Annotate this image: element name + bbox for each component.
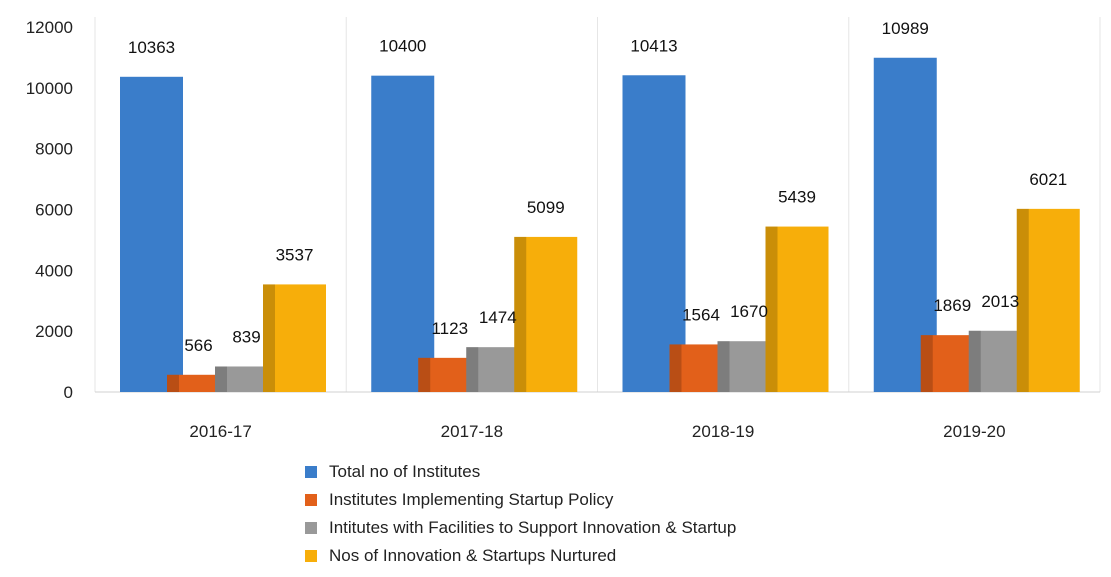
category-label: 2018-19 [692,422,754,441]
bar-shade [669,344,682,392]
legend-label: Nos of Innovation & Startups Nurtured [329,546,617,565]
category-label: 2017-18 [441,422,503,441]
y-tick-label: 10000 [26,79,73,98]
legend-label: Institutes Implementing Startup Policy [329,490,614,509]
data-label: 1474 [479,308,517,327]
bar-shade [765,226,778,392]
data-label: 10400 [379,37,426,56]
category-label: 2019-20 [943,422,1005,441]
legend-item: Total no of Institutes [305,458,736,486]
data-label: 566 [184,336,212,355]
data-label: 5099 [527,198,565,217]
y-tick-label: 12000 [26,18,73,37]
bar-shade [263,284,275,392]
y-tick-label: 8000 [35,140,73,159]
bar-4 [263,284,326,392]
y-tick-label: 4000 [35,261,73,280]
data-label: 5439 [778,188,816,207]
legend-item: Institutes Implementing Startup Policy [305,486,736,514]
legend-item: Nos of Innovation & Startups Nurtured [305,542,736,570]
legend-swatch [305,522,317,534]
chart-legend: Total no of Institutes Institutes Impleme… [305,458,736,570]
bar-shade [466,347,479,392]
legend-swatch [305,466,317,478]
bar-4 [514,236,578,392]
bar-2 [167,374,230,392]
bar-shade [717,341,730,392]
y-tick-label: 6000 [35,201,73,220]
bar-1 [622,75,686,393]
data-label: 1564 [682,305,720,324]
data-label: 2013 [981,292,1019,311]
y-tick-label: 2000 [35,322,73,341]
bar-shade [167,374,179,392]
bar-4 [765,226,829,392]
data-label: 1123 [431,319,468,338]
bar-shade [920,335,933,392]
legend-label: Total no of Institutes [329,462,481,481]
bar-chart: 0 2000 4000 6000 8000 10000 12000 10363 566 839 35… [26,17,1101,441]
data-label: 10413 [630,36,677,55]
bar-1 [120,76,183,392]
legend-label: Intitutes with Facilities to Support Inn… [329,518,737,537]
data-label: 10363 [128,38,175,57]
bar-shade [215,366,227,392]
data-label: 1670 [730,302,768,321]
bar-shade [968,330,981,392]
bar-1 [371,75,435,393]
legend-swatch [305,550,317,562]
category-label: 2016-17 [189,422,251,441]
data-label: 10989 [882,19,929,38]
y-tick-label: 0 [64,383,73,402]
bar-shade [418,357,431,392]
data-label: 839 [232,327,260,346]
legend-swatch [305,494,317,506]
bar-shade [1016,208,1029,392]
legend-item: Intitutes with Facilities to Support Inn… [305,514,736,542]
data-label: 1869 [933,296,971,315]
data-label: 6021 [1029,170,1067,189]
bar-shade [514,236,527,392]
data-label: 3537 [276,245,314,264]
bar-4 [1016,208,1080,392]
